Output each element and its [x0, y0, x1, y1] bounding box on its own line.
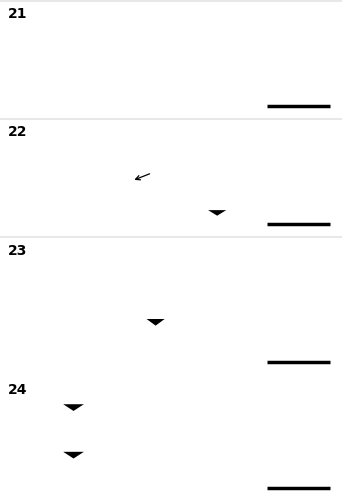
- Text: 22: 22: [8, 124, 27, 138]
- Text: 24: 24: [8, 383, 27, 397]
- Polygon shape: [147, 319, 165, 326]
- Polygon shape: [208, 210, 226, 216]
- Text: 23: 23: [8, 244, 27, 258]
- Polygon shape: [63, 404, 84, 411]
- Polygon shape: [63, 452, 84, 458]
- Text: 21: 21: [8, 6, 27, 20]
